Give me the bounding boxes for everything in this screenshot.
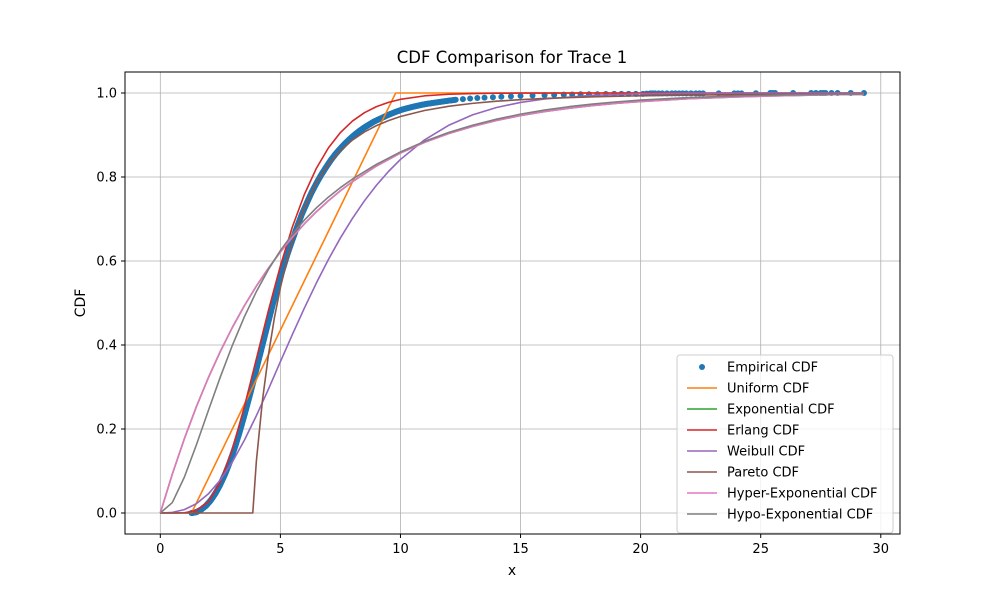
legend: Empirical CDF Uniform CDF Exponential CDF E… xyxy=(676,354,894,534)
x-tick-label: 5 xyxy=(276,542,284,557)
empirical-point xyxy=(459,96,466,103)
chart-title: CDF Comparison for Trace 1 xyxy=(397,48,627,67)
y-tick-label: 1.0 xyxy=(96,87,117,102)
y-tick-label: 0.6 xyxy=(96,255,117,270)
y-tick-label: 0.0 xyxy=(96,507,117,522)
plot-area xyxy=(159,90,867,516)
legend-label: Pareto CDF xyxy=(727,466,799,481)
legend-label: Weibull CDF xyxy=(727,445,805,460)
legend-label: Hypo-Exponential CDF xyxy=(727,508,873,523)
legend-label: Erlang CDF xyxy=(727,424,799,439)
legend-label: Uniform CDF xyxy=(727,382,809,397)
empirical-point xyxy=(467,95,474,102)
y-tick-label: 0.2 xyxy=(96,423,117,438)
x-tick-label: 20 xyxy=(632,542,649,557)
y-tick-label: 0.8 xyxy=(96,171,117,186)
plot-frame xyxy=(124,71,901,535)
empirical-point xyxy=(489,94,496,101)
empirical-point xyxy=(498,93,505,100)
weibull-cdf-line xyxy=(160,92,864,514)
y-tick-label: 0.4 xyxy=(96,339,117,354)
empirical-point xyxy=(507,93,514,100)
empirical-point xyxy=(481,94,488,101)
legend-box xyxy=(676,354,894,534)
legend-marker xyxy=(699,364,705,370)
x-tick-label: 30 xyxy=(873,542,890,557)
empirical-point xyxy=(474,95,481,102)
x-tick-label: 10 xyxy=(392,542,409,557)
empirical-point xyxy=(529,92,536,99)
empirical-point xyxy=(517,92,524,99)
hyper-exponential-cdf-line xyxy=(159,93,864,514)
legend-label: Hyper-Exponential CDF xyxy=(727,487,878,502)
pareto-cdf-line xyxy=(160,93,864,514)
x-tick-label: 25 xyxy=(752,542,769,557)
grid xyxy=(125,72,900,534)
x-tick-label: 15 xyxy=(512,542,529,557)
x-tick-label: 0 xyxy=(156,542,164,557)
legend-label: Empirical CDF xyxy=(727,361,818,376)
empirical-point xyxy=(452,96,459,103)
x-axis-label: x xyxy=(508,563,516,579)
hypo-exponential-cdf-line xyxy=(159,93,864,514)
legend-label: Exponential CDF xyxy=(727,403,835,418)
axis-ticks: 0 5 10 15 20 25 30 0.0 0.2 0.4 0.6 0.8 1.0 xyxy=(96,87,889,558)
y-axis-label: CDF xyxy=(73,289,89,318)
